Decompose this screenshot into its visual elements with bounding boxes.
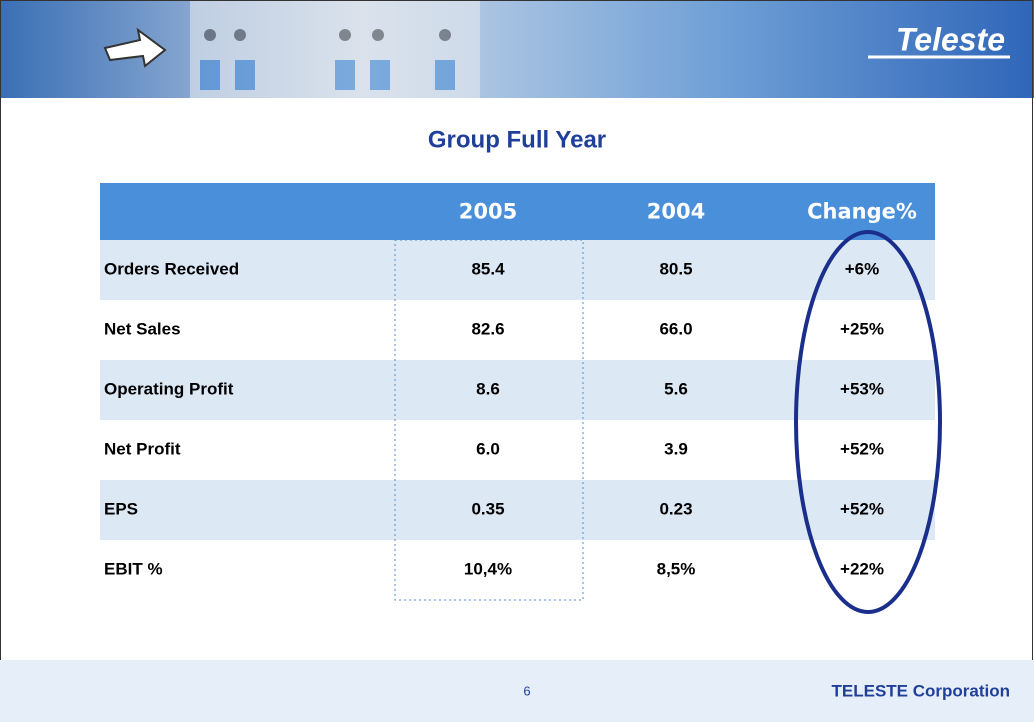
table-row bbox=[100, 300, 935, 360]
logo: Teleste bbox=[896, 21, 1005, 57]
cell: 3.9 bbox=[664, 439, 688, 458]
table: 2005 2004 Change% Orders Received 85.4 80.5 +6… bbox=[100, 183, 942, 614]
cell: 82.6 bbox=[471, 319, 504, 338]
table-row bbox=[100, 240, 935, 300]
cell: 6.0 bbox=[476, 439, 500, 458]
column-highlight bbox=[394, 239, 584, 601]
cell: +53% bbox=[840, 379, 884, 398]
cell: 80.5 bbox=[659, 259, 692, 278]
company: TELESTE Corporation bbox=[832, 681, 1011, 700]
cell: 66.0 bbox=[659, 319, 692, 338]
row-label: Net Sales bbox=[104, 319, 181, 338]
column-header: 2004 bbox=[647, 200, 705, 224]
cell: +22% bbox=[840, 559, 884, 578]
row-label: Orders Received bbox=[104, 259, 239, 278]
cell: +25% bbox=[840, 319, 884, 338]
cell: 85.4 bbox=[471, 259, 505, 278]
table-row bbox=[100, 420, 935, 480]
row-label: EBIT % bbox=[104, 559, 163, 578]
cell: 10,4% bbox=[464, 559, 512, 578]
page-number: 6 bbox=[523, 683, 530, 698]
title: Group Full Year bbox=[428, 126, 606, 153]
row-label: EPS bbox=[104, 499, 138, 518]
cell: 8.6 bbox=[476, 379, 500, 398]
row-label: Net Profit bbox=[104, 439, 181, 458]
row-label: Operating Profit bbox=[104, 379, 234, 398]
change-ellipse bbox=[794, 230, 942, 614]
footer bbox=[0, 660, 1034, 722]
column-header: 2005 bbox=[459, 200, 517, 224]
column-header: Change% bbox=[807, 200, 917, 224]
cell: +52% bbox=[840, 439, 884, 458]
cell: 8,5% bbox=[657, 559, 696, 578]
cell: +52% bbox=[840, 499, 884, 518]
cell: 5.6 bbox=[664, 379, 688, 398]
arrow-icon bbox=[103, 27, 167, 68]
table-row bbox=[100, 480, 935, 540]
cell: 0.35 bbox=[471, 499, 504, 518]
cell: +6% bbox=[845, 259, 880, 278]
cell: 0.23 bbox=[659, 499, 692, 518]
banner bbox=[0, 0, 1034, 98]
banner-decor bbox=[190, 0, 480, 98]
table-row bbox=[100, 540, 935, 600]
header-row bbox=[100, 183, 935, 240]
